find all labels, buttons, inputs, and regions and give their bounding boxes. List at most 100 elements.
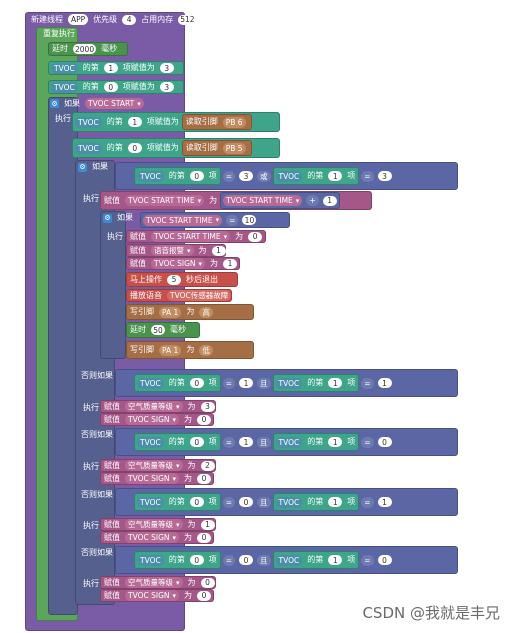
index-value[interactable]: 1 [103,63,118,73]
set-value[interactable]: 0 [197,414,212,425]
compare-value[interactable]: 1 [239,378,254,388]
exit-block[interactable]: 马上操作 5 秒后退出 [126,272,238,287]
index-value[interactable]: 0 [189,555,204,565]
app-chip[interactable]: APP [68,14,89,25]
var-chip[interactable]: 空气质量等级 [125,519,183,530]
set-air-quality[interactable]: 赋值 空气质量等级 为 2 [100,459,216,472]
set-tvoc-sign[interactable]: 赋值 TVOC SIGN 为 0 [100,589,214,602]
var-chip[interactable]: TVOC START [85,98,144,109]
write-pin-high[interactable]: 写引脚 PA 1 为 高 [126,304,254,320]
index-value[interactable]: 0 [103,82,118,92]
set-value[interactable]: 0 [197,590,212,601]
var-chip[interactable]: 空气质量等级 [125,401,183,412]
compare-value[interactable]: 0 [377,555,392,565]
var-chip[interactable]: TVOC [51,81,78,93]
var-chip[interactable]: TVOC [275,377,303,389]
assign-block-2[interactable]: TVOC 的第 0 项赋值为 3 [48,80,184,94]
read-pin-block[interactable]: 读取引脚 PB 5 [181,140,252,156]
set-value[interactable]: 0 [200,577,215,588]
set-value[interactable]: 3 [200,401,215,412]
gear-icon[interactable]: ⚙ [78,162,87,172]
memory-value[interactable]: 512 [178,14,197,25]
assign-read-pin-2[interactable]: TVOC 的第 0 项赋值为 读取引脚 PB 5 [72,138,280,158]
var-chip[interactable]: TVOC START TIME [125,195,205,206]
math-block[interactable]: TVOC START TIME + 1 [220,192,340,209]
operator-dropdown[interactable]: = [361,554,374,566]
set-tvoc-sign[interactable]: 赋值 TVOC SIGN 为 0 [100,531,214,544]
var-chip[interactable]: TVOC [137,554,164,566]
operator-dropdown[interactable]: = [222,496,236,508]
tvoc-item-block[interactable]: TVOC 的第 1 项 [272,493,360,511]
tvoc-item-block[interactable]: TVOC 的第 0 项 [134,433,221,451]
index-value[interactable]: 1 [328,497,343,507]
var-chip[interactable]: TVOC [137,377,164,389]
var-chip[interactable]: TVOC [51,62,78,74]
set-value[interactable]: 2 [200,460,215,471]
operator-dropdown[interactable]: = [222,377,236,389]
tvoc-item-block[interactable]: TVOC 的第 1 项 [272,551,360,569]
tvoc-item-block[interactable]: TVOC 的第 0 项 [134,374,221,392]
set-value[interactable]: 1 [200,519,215,530]
tvoc-item-block[interactable]: TVOC 的第 0 项 [134,551,221,569]
compare-value[interactable]: 0 [239,555,254,565]
var-chip[interactable]: TVOC SIGN [125,414,180,425]
operator-dropdown[interactable]: = [361,436,374,448]
var-chip[interactable]: TVOC [137,170,164,182]
var-chip[interactable]: TVOC [275,496,303,508]
write-pin-low[interactable]: 写引脚 PA 1 为 低 [126,341,254,359]
condition-and-2[interactable]: TVOC 的第 0 项 = 1 且 TVOC 的第 1 项 = 0 [115,428,458,456]
compare-value[interactable]: 1 [377,497,392,507]
level-dropdown[interactable]: 低 [199,344,213,356]
operator-dropdown[interactable]: = [222,554,236,566]
var-chip[interactable]: TVOC [137,496,164,508]
compare-value[interactable]: 3 [239,171,254,181]
set-tvoc-sign[interactable]: 赋值 TVOC SIGN 为 1 [126,257,240,270]
var-chip[interactable]: TVOC SIGN [151,258,206,269]
var-chip[interactable]: 空气质量等级 [125,577,183,588]
set-value[interactable]: 0 [197,532,212,543]
compare-value[interactable]: 1 [239,437,254,447]
if-block-outer[interactable] [48,97,78,615]
read-pin-block[interactable]: 读取引脚 PB 6 [181,114,252,130]
compare-value[interactable]: 0 [377,437,392,447]
compare-value[interactable]: 1 [377,378,392,388]
set-value[interactable]: 1 [223,258,238,269]
delay-value[interactable]: 2000 [73,44,97,54]
condition-and-1[interactable]: TVOC 的第 0 项 = 1 且 TVOC 的第 1 项 = 1 [115,369,458,397]
var-chip[interactable]: TVOC SIGN [125,473,180,484]
set-start-time-zero[interactable]: 赋值 TVOC START TIME 为 0 [126,230,266,243]
set-air-quality[interactable]: 赋值 空气质量等级 为 0 [100,576,216,589]
compare-value[interactable]: 3 [377,171,392,181]
compare-value[interactable]: 0 [239,497,254,507]
condition-or[interactable]: TVOC 的第 0 项 = 3 或 TVOC 的第 1 项 = 3 [115,162,458,190]
logic-dropdown[interactable]: 且 [257,377,271,389]
condition-and-3[interactable]: TVOC 的第 0 项 = 0 且 TVOC 的第 1 项 = 1 [115,488,458,516]
assign-read-pin-1[interactable]: TVOC 的第 1 项赋值为 读取引脚 PB 6 [72,112,280,132]
logic-dropdown[interactable]: 且 [257,436,271,448]
var-chip[interactable]: TVOC [137,436,164,448]
assign-value[interactable]: 3 [159,63,174,73]
compare-value[interactable]: 10 [242,215,257,225]
pin-dropdown[interactable]: PA 1 [159,306,182,318]
set-tvoc-sign[interactable]: 赋值 TVOC SIGN 为 0 [100,472,214,485]
add-value[interactable]: 1 [322,195,337,206]
set-air-quality[interactable]: 赋值 空气质量等级 为 3 [100,400,216,413]
priority-value[interactable]: 4 [122,14,137,25]
logic-dropdown[interactable]: 且 [257,554,271,566]
index-value[interactable]: 1 [328,437,343,447]
set-value[interactable]: 0 [248,231,263,242]
index-value[interactable]: 0 [189,437,204,447]
var-chip[interactable]: TVOC SIGN [125,590,180,601]
index-value[interactable]: 0 [189,497,204,507]
pin-dropdown[interactable]: PB 6 [222,116,246,128]
set-tvoc-sign[interactable]: 赋值 TVOC SIGN 为 0 [100,413,214,426]
var-chip[interactable]: TVOC SIGN [125,532,180,543]
index-value[interactable]: 0 [189,378,204,388]
gear-icon[interactable]: ⚙ [103,213,112,223]
var-chip[interactable]: TVOC START TIME [143,214,223,226]
logic-dropdown[interactable]: 或 [257,170,271,182]
pin-dropdown[interactable]: PA 1 [159,344,182,356]
assign-value[interactable]: 3 [159,82,174,92]
var-chip[interactable]: TVOC [275,170,303,182]
operator-dropdown[interactable]: = [361,377,374,389]
